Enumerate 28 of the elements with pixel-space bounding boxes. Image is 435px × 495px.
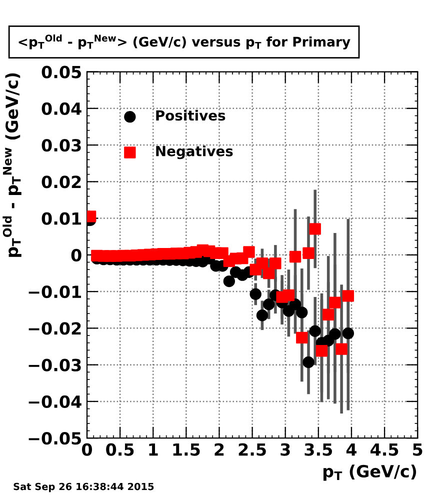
y-tick-label: 0.04 — [42, 102, 82, 115]
x-tick-label: 1 — [149, 443, 158, 456]
y-axis-title: p$_{T}$$^{Old}$ - p$_{T}$$^{New}$ (GeV/c) — [2, 73, 22, 257]
x-tick-label: 0 — [82, 443, 92, 456]
x-tick-label: 0.5 — [106, 443, 134, 456]
chart-title: <p$_{T}$$^{Old}$ - p$_{T}$$^{New}$> (GeV/c) versus p$_{T}$ for Primary — [18, 34, 350, 50]
y-tick-label: 0.01 — [42, 212, 81, 225]
x-tick-label: 4.5 — [370, 443, 398, 456]
y-tick-label: −0.03 — [28, 358, 81, 372]
x-tick-label: 4 — [346, 443, 357, 456]
x-tick-label: 2 — [214, 443, 224, 456]
x-tick-label: 3.5 — [304, 443, 332, 456]
x-tick-label: 1.5 — [173, 443, 200, 456]
y-tick-label: −0.04 — [28, 395, 82, 408]
x-tick-label: 2.5 — [238, 443, 266, 456]
legend-label: Negatives — [156, 146, 233, 160]
x-axis-title: p$_{T}$ (GeV/c) — [324, 464, 416, 481]
y-tick-label: 0 — [71, 248, 82, 262]
y-tick-label: 0.03 — [42, 138, 81, 152]
legend-label: Positives — [156, 110, 226, 121]
text: Sat Sep 26 16:38:44 2015 — [14, 482, 154, 492]
y-tick-label: −0.01 — [28, 286, 81, 298]
x-tick-label: 5 — [413, 443, 422, 456]
y-tick-label: 0.02 — [42, 176, 81, 188]
y-tick-label: 0.05 — [42, 66, 81, 78]
x-tick-label: 3 — [280, 443, 290, 456]
y-tick-label: −0.05 — [28, 432, 81, 445]
y-tick-label: −0.02 — [28, 322, 81, 335]
